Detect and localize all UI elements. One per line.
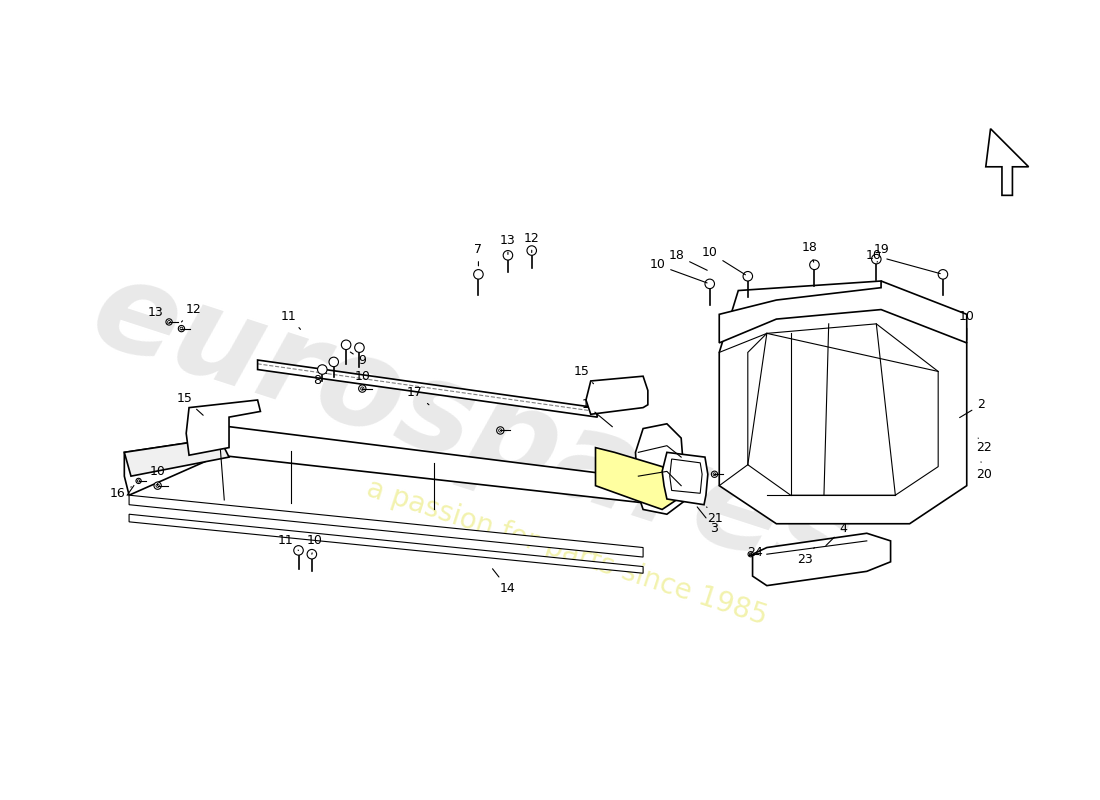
Text: 15: 15 — [573, 365, 594, 384]
Text: 15: 15 — [176, 391, 204, 415]
Polygon shape — [186, 400, 261, 455]
Polygon shape — [719, 281, 967, 343]
Text: 16: 16 — [110, 486, 131, 500]
Circle shape — [154, 482, 162, 490]
Circle shape — [156, 484, 160, 487]
Text: 9: 9 — [350, 352, 366, 366]
Text: 3: 3 — [697, 507, 718, 535]
Text: 10: 10 — [866, 249, 940, 274]
Text: 19: 19 — [873, 243, 889, 262]
Text: 13: 13 — [147, 306, 167, 324]
Text: 18: 18 — [669, 249, 707, 270]
Circle shape — [341, 340, 351, 350]
Circle shape — [167, 321, 170, 323]
Circle shape — [138, 480, 140, 482]
Text: 2: 2 — [959, 398, 985, 418]
Circle shape — [503, 250, 513, 260]
Text: 13: 13 — [500, 234, 516, 254]
Text: 11: 11 — [277, 534, 298, 550]
Text: 12: 12 — [182, 303, 201, 322]
Polygon shape — [124, 438, 229, 476]
Circle shape — [712, 471, 717, 478]
Text: 22: 22 — [976, 438, 992, 454]
Text: a passion for parts since 1985: a passion for parts since 1985 — [363, 474, 771, 630]
Text: 10: 10 — [959, 310, 975, 340]
Circle shape — [166, 319, 173, 325]
Text: 10: 10 — [307, 534, 322, 554]
Text: 23: 23 — [798, 547, 814, 566]
Circle shape — [748, 551, 754, 557]
Polygon shape — [586, 376, 648, 414]
Polygon shape — [752, 534, 891, 586]
Text: 18: 18 — [802, 241, 817, 262]
Text: 10: 10 — [702, 246, 746, 274]
Polygon shape — [129, 514, 644, 574]
Text: 24: 24 — [748, 546, 763, 559]
Text: 17: 17 — [407, 386, 429, 405]
Circle shape — [329, 357, 339, 366]
Polygon shape — [257, 360, 597, 417]
Polygon shape — [129, 495, 644, 557]
Polygon shape — [662, 452, 707, 505]
Circle shape — [359, 385, 366, 392]
Circle shape — [527, 246, 537, 255]
Circle shape — [474, 270, 483, 279]
Text: eurospares: eurospares — [77, 249, 866, 608]
Circle shape — [498, 429, 502, 432]
Text: 10: 10 — [649, 258, 707, 283]
Circle shape — [871, 254, 881, 264]
Circle shape — [307, 550, 317, 559]
Text: 20: 20 — [976, 462, 992, 481]
Text: 11: 11 — [282, 310, 300, 330]
Circle shape — [180, 327, 183, 330]
Text: 7: 7 — [474, 243, 483, 266]
Circle shape — [713, 473, 716, 476]
Text: 8: 8 — [314, 374, 327, 387]
Circle shape — [749, 553, 751, 555]
Polygon shape — [595, 447, 676, 510]
Circle shape — [938, 270, 948, 279]
Polygon shape — [124, 426, 662, 503]
Text: 4: 4 — [826, 522, 847, 546]
Text: 12: 12 — [524, 232, 540, 253]
Text: 1: 1 — [582, 398, 613, 426]
Circle shape — [705, 279, 715, 289]
Polygon shape — [719, 281, 967, 524]
Circle shape — [178, 326, 185, 332]
Circle shape — [361, 387, 364, 390]
Circle shape — [136, 478, 141, 483]
Polygon shape — [636, 424, 686, 514]
Circle shape — [318, 365, 327, 374]
Text: 10: 10 — [150, 465, 166, 486]
Polygon shape — [986, 129, 1028, 195]
Circle shape — [742, 271, 752, 281]
Text: 10: 10 — [354, 370, 371, 389]
Text: 21: 21 — [706, 507, 724, 526]
Circle shape — [810, 260, 820, 270]
Circle shape — [354, 343, 364, 353]
Text: 14: 14 — [493, 569, 516, 595]
Circle shape — [497, 426, 504, 434]
Circle shape — [294, 546, 304, 555]
